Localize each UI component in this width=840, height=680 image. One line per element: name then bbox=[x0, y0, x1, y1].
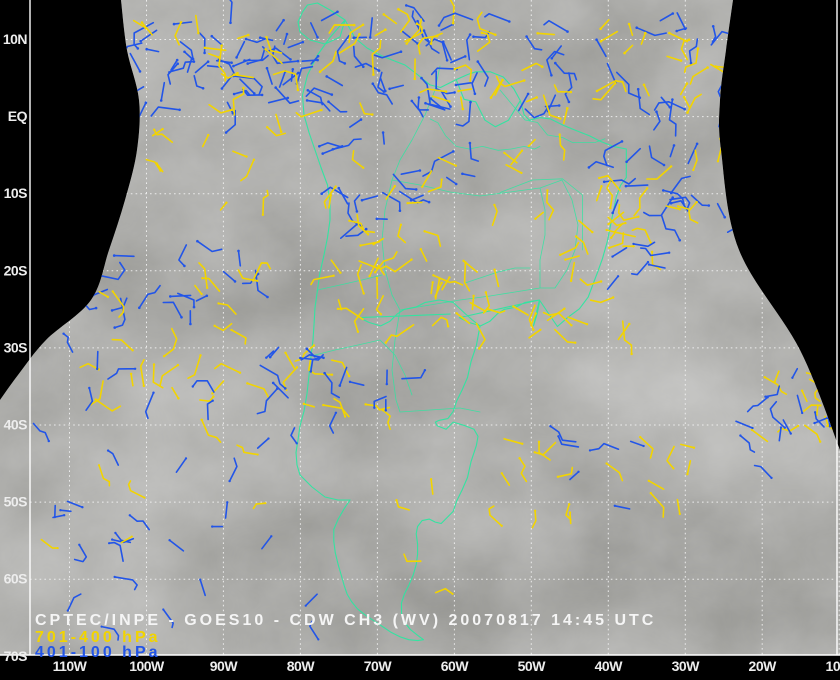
svg-text:40S: 40S bbox=[4, 417, 28, 433]
svg-text:30W: 30W bbox=[672, 658, 701, 674]
svg-text:60W: 60W bbox=[441, 658, 470, 674]
svg-text:EQ: EQ bbox=[8, 108, 28, 124]
svg-text:401-100 hPa: 401-100 hPa bbox=[35, 644, 161, 661]
svg-text:20W: 20W bbox=[749, 658, 778, 674]
svg-text:10N: 10N bbox=[3, 31, 28, 47]
svg-text:CPTEC/INPE - GOES10 - CDW CH3: CPTEC/INPE - GOES10 - CDW CH3 (WV) 20070… bbox=[35, 612, 656, 629]
svg-text:20S: 20S bbox=[4, 262, 28, 278]
svg-text:70S: 70S bbox=[4, 648, 28, 664]
svg-text:50S: 50S bbox=[4, 494, 28, 510]
svg-text:70W: 70W bbox=[364, 658, 393, 674]
svg-text:10S: 10S bbox=[4, 185, 28, 201]
svg-text:90W: 90W bbox=[210, 658, 239, 674]
svg-text:80W: 80W bbox=[287, 658, 316, 674]
svg-text:30S: 30S bbox=[4, 339, 28, 355]
svg-text:60S: 60S bbox=[4, 571, 28, 587]
svg-text:10W: 10W bbox=[826, 658, 840, 674]
svg-text:40W: 40W bbox=[595, 658, 624, 674]
svg-text:50W: 50W bbox=[518, 658, 547, 674]
